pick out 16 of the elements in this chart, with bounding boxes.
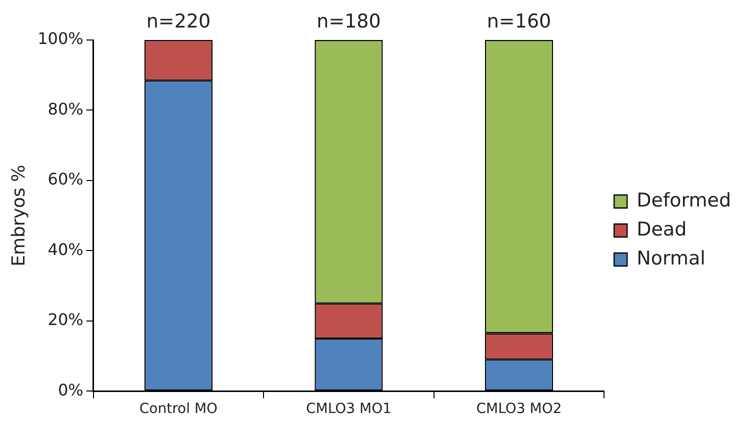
x-tick-label: CMLO3 MO2 bbox=[476, 401, 562, 418]
legend-label: Deformed bbox=[636, 189, 732, 212]
y-tick-label: 80% bbox=[48, 99, 84, 118]
legend-label: Normal bbox=[636, 247, 706, 270]
y-tick-label: 100% bbox=[38, 29, 84, 48]
text: n=180 bbox=[316, 10, 381, 32]
text: n=220 bbox=[146, 10, 211, 32]
x-tick-label: CMLO3 MO1 bbox=[306, 401, 392, 418]
y-tick-label: 40% bbox=[48, 240, 84, 259]
y-tick-label: 60% bbox=[48, 170, 84, 189]
y-axis-title: Embryos % bbox=[8, 164, 30, 266]
x-tick-label: Control MO bbox=[139, 401, 218, 418]
y-tick-label: 20% bbox=[48, 310, 84, 330]
y-tick-label: 0% bbox=[58, 380, 84, 400]
legend-label: Dead bbox=[636, 218, 687, 240]
text: n=160 bbox=[486, 10, 552, 32]
